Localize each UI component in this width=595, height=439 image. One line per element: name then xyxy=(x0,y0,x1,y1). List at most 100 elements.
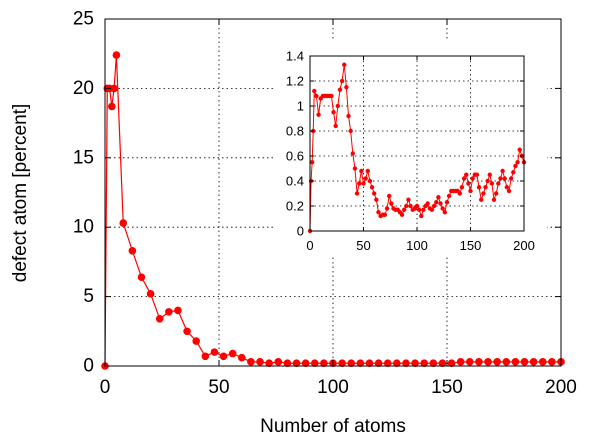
main-y-tick-label: 20 xyxy=(73,78,94,99)
inset-data-point xyxy=(442,210,448,215)
main-data-point xyxy=(411,359,419,368)
inset-y-tick-label: 0.4 xyxy=(286,174,304,189)
main-data-point xyxy=(529,358,538,366)
main-data-point xyxy=(383,359,392,368)
inset-data-point xyxy=(425,201,430,206)
main-x-tick-label: 50 xyxy=(208,377,229,398)
main-data-point xyxy=(210,348,219,356)
inset-x-tick-label: 100 xyxy=(406,238,428,253)
inset-data-point xyxy=(399,212,405,217)
inset-y-tick-label: 0.2 xyxy=(286,199,304,214)
main-data-point xyxy=(310,359,319,368)
inset-data-point xyxy=(461,176,467,181)
inset-data-point xyxy=(421,207,426,212)
inset-data-point xyxy=(416,207,422,212)
inset-data-point xyxy=(474,172,480,177)
inset-data-point xyxy=(498,176,503,181)
inset-data-point xyxy=(504,185,510,190)
main-data-point xyxy=(484,358,492,366)
main-data-point xyxy=(338,359,346,368)
main-x-tick-label: 150 xyxy=(431,377,463,398)
inset-data-point xyxy=(382,212,388,217)
inset-y-tick-label: 0.6 xyxy=(286,149,304,164)
inset-data-point xyxy=(508,176,514,181)
main-data-point xyxy=(429,359,438,368)
main-data-point xyxy=(356,359,365,368)
main-data-point xyxy=(265,359,273,368)
main-data-point xyxy=(155,315,164,323)
inset-data-point xyxy=(502,176,507,181)
main-data-point xyxy=(112,51,121,59)
main-data-point xyxy=(548,358,556,366)
inset-data-point xyxy=(376,210,381,215)
inset-data-point xyxy=(329,93,334,99)
inset-data-point xyxy=(483,185,488,190)
main-data-point xyxy=(511,358,520,366)
main-data-point xyxy=(283,359,292,368)
inset-data-point xyxy=(404,203,409,209)
main-y-tick-label: 10 xyxy=(73,217,94,238)
inset-data-point xyxy=(476,185,482,190)
inset-background xyxy=(273,40,547,255)
main-data-point xyxy=(108,102,116,111)
inset-data-point xyxy=(517,147,522,152)
inset-data-point xyxy=(309,160,315,165)
inset-y-tick-label: 1 xyxy=(297,99,304,114)
inset-data-point xyxy=(440,206,445,211)
main-grid xyxy=(105,19,561,366)
inset-x-tick-label: 50 xyxy=(356,238,370,253)
inset-data-point xyxy=(314,93,319,99)
inset-x-tick-label: 150 xyxy=(460,238,482,253)
inset-data-point xyxy=(369,185,375,190)
main-data-point xyxy=(201,352,210,361)
inset-data-point xyxy=(511,170,516,175)
inset-data-point xyxy=(506,188,512,194)
inset-data-point xyxy=(515,160,520,165)
inset-data-point xyxy=(344,85,349,90)
main-data-point xyxy=(493,358,501,366)
inset-data-point xyxy=(408,203,413,209)
main-data-point xyxy=(292,359,301,368)
inset-data-point xyxy=(468,188,473,194)
main-x-tick-label: 100 xyxy=(317,377,349,398)
main-data-point xyxy=(238,353,246,362)
inset-data-point xyxy=(331,110,336,115)
main-data-point xyxy=(502,358,511,366)
inset-data-point xyxy=(350,151,355,156)
main-data-point xyxy=(301,359,310,368)
inset-data-point xyxy=(464,172,469,177)
inset-y-tick-label: 0.8 xyxy=(286,124,304,139)
inset-data-point xyxy=(384,206,390,211)
inset-series xyxy=(307,62,527,234)
inset-data-point xyxy=(487,172,492,177)
inset-data-point xyxy=(481,191,486,196)
main-x-tick-label: 0 xyxy=(100,377,111,398)
main-data-point xyxy=(402,359,410,368)
inset-data-point xyxy=(401,207,407,212)
inset-data-point xyxy=(466,181,471,186)
main-data-point xyxy=(393,359,401,368)
inset-data-point xyxy=(434,200,439,205)
inset-data-point xyxy=(493,191,499,196)
inset-data-point xyxy=(485,178,490,184)
main-y-tick-label: 5 xyxy=(83,286,94,307)
inset-data-point xyxy=(431,203,437,209)
inset-data-point xyxy=(414,203,420,209)
main-data-point xyxy=(475,358,483,366)
inset-data-point xyxy=(342,62,347,67)
inset-data-point xyxy=(337,87,343,92)
inset-data-point xyxy=(312,88,317,94)
main-data-point xyxy=(365,359,374,368)
inset-data-point xyxy=(357,181,362,186)
inset-data-point xyxy=(406,197,411,202)
inset-data-point xyxy=(333,123,338,129)
inset-data-point xyxy=(419,213,424,219)
inset-ticks: 0 50 100 150 200 0 0.2 0.4 0.6 0.8 1 1.2 1.4 xyxy=(286,49,535,254)
inset-data-point xyxy=(335,103,341,109)
inset-data-point xyxy=(346,113,351,119)
main-x-tick-label: 200 xyxy=(545,377,577,398)
inset-y-tick-label: 1.4 xyxy=(286,49,304,64)
main-y-tick-label: 15 xyxy=(73,147,94,168)
inset-data-point xyxy=(359,168,364,174)
main-data-point xyxy=(174,306,182,315)
